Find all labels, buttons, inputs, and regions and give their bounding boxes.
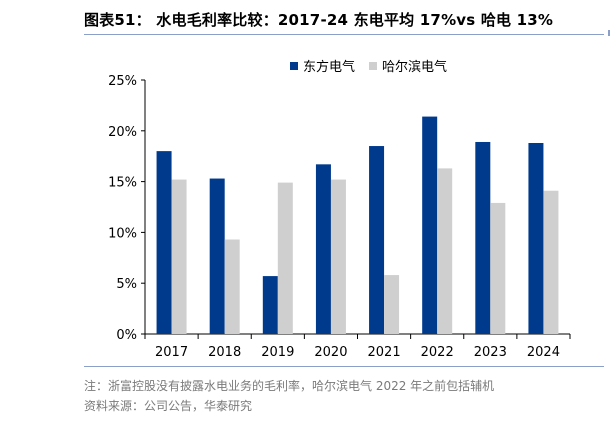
bar-series1 (156, 151, 172, 334)
source-line: 资料来源：公司公告，华泰研究 (84, 399, 253, 413)
footer-divider (84, 366, 604, 367)
bar-series2 (384, 275, 400, 334)
x-tick-label: 2018 (208, 345, 241, 360)
bar-series1 (315, 164, 331, 334)
bar-series2 (224, 239, 240, 334)
y-tick-label: 0% (116, 328, 137, 343)
legend-label-series1: 东方电气 (303, 60, 356, 75)
legend-label-series2: 哈尔滨电气 (382, 60, 448, 75)
legend-item-series2: 哈尔滨电气 (369, 56, 447, 75)
bar-series1 (369, 146, 385, 334)
y-tick-label: 5% (116, 277, 137, 292)
y-tick-label: 25% (108, 74, 137, 89)
bar-series2 (543, 190, 559, 334)
x-tick-label: 2024 (527, 345, 560, 360)
bar-chart: 0% 5% 10% 15% 20% 25% 2017 2018 2019 2020 2021 2022… (108, 74, 571, 360)
bar-series1 (209, 178, 225, 334)
bar-series1 (262, 276, 278, 334)
bar-series1 (528, 142, 544, 334)
legend-swatch-series1 (290, 61, 298, 70)
page-title: 图表51： 水电毛利率比较：2017-24 东电平均 17%vs 哈电 13% (84, 11, 554, 29)
legend-item-series1: 东方电气 (290, 56, 355, 75)
adjacent-panel-edge (608, 30, 610, 36)
title-divider (84, 34, 604, 35)
bar-series2 (171, 179, 187, 334)
y-tick-label: 10% (108, 226, 137, 241)
note-line: 注：浙富控股没有披露水电业务的毛利率，哈尔滨电气 2022 年之前包括辅机 (84, 379, 495, 393)
chart-notes: 注：浙富控股没有披露水电业务的毛利率，哈尔滨电气 2022 年之前包括辅机 资料… (84, 376, 494, 416)
bar-series2 (277, 182, 293, 334)
x-tick-label: 2017 (155, 345, 188, 360)
x-tick-label: 2021 (368, 345, 401, 360)
x-tick-label: 2023 (474, 345, 507, 360)
y-tick-label: 15% (108, 176, 137, 191)
bar-series1 (422, 116, 438, 335)
legend-swatch-series2 (369, 61, 378, 70)
bar-series2 (330, 179, 346, 334)
x-tick-label: 2022 (421, 345, 454, 360)
x-tick-label: 2019 (261, 345, 294, 360)
x-tick-label: 2020 (314, 345, 347, 360)
bar-series1 (475, 141, 491, 334)
bar-series2 (490, 202, 506, 334)
y-tick-label: 20% (108, 125, 137, 140)
chart-legend: 东方电气 哈尔滨电气 (290, 56, 447, 75)
bar-series2 (437, 168, 453, 334)
